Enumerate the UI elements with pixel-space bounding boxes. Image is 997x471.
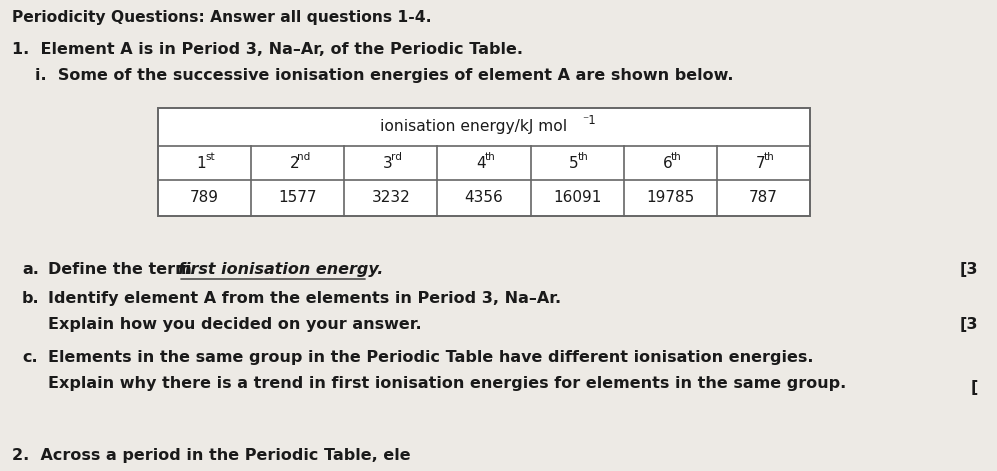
Text: 4356: 4356 bbox=[465, 190, 503, 205]
Text: 3232: 3232 bbox=[372, 190, 410, 205]
Text: c.: c. bbox=[22, 350, 38, 365]
Text: Define the term: Define the term bbox=[48, 262, 197, 277]
Text: [3: [3 bbox=[959, 262, 978, 277]
Text: b.: b. bbox=[22, 291, 40, 306]
Text: 5: 5 bbox=[569, 156, 579, 171]
Text: a.: a. bbox=[22, 262, 39, 277]
Text: st: st bbox=[205, 152, 215, 162]
Text: [3: [3 bbox=[959, 317, 978, 332]
Text: [: [ bbox=[971, 380, 978, 395]
Text: Identify element A from the elements in Period 3, Na–Ar.: Identify element A from the elements in … bbox=[48, 291, 561, 306]
Bar bbox=[158, 108, 810, 216]
Text: nd: nd bbox=[297, 152, 310, 162]
Text: Periodicity Questions: Answer all questions 1-4.: Periodicity Questions: Answer all questi… bbox=[12, 10, 432, 25]
Text: th: th bbox=[578, 152, 588, 162]
Text: Elements in the same group in the Periodic Table have different ionisation energ: Elements in the same group in the Period… bbox=[48, 350, 814, 365]
Text: 6: 6 bbox=[662, 156, 672, 171]
Text: ionisation energy/kJ mol: ionisation energy/kJ mol bbox=[381, 120, 567, 135]
Text: 7: 7 bbox=[756, 156, 766, 171]
Text: first ionisation energy.: first ionisation energy. bbox=[178, 262, 384, 277]
Text: th: th bbox=[764, 152, 775, 162]
Text: 787: 787 bbox=[749, 190, 778, 205]
Text: 4: 4 bbox=[477, 156, 486, 171]
Text: th: th bbox=[485, 152, 496, 162]
Text: ⁻1: ⁻1 bbox=[582, 114, 596, 127]
Text: 2: 2 bbox=[290, 156, 299, 171]
Text: 2.  Across a period in the Periodic Table, ele: 2. Across a period in the Periodic Table… bbox=[12, 448, 411, 463]
Text: rd: rd bbox=[392, 152, 403, 162]
Text: 19785: 19785 bbox=[646, 190, 695, 205]
Text: 3: 3 bbox=[383, 156, 393, 171]
Text: Explain how you decided on your answer.: Explain how you decided on your answer. bbox=[48, 317, 422, 332]
Text: 1.  Element A is in Period 3, Na–Ar, of the Periodic Table.: 1. Element A is in Period 3, Na–Ar, of t… bbox=[12, 42, 523, 57]
Text: 16091: 16091 bbox=[553, 190, 601, 205]
Text: 1: 1 bbox=[196, 156, 206, 171]
Text: Explain why there is a trend in first ionisation energies for elements in the sa: Explain why there is a trend in first io… bbox=[48, 376, 846, 391]
Text: 1577: 1577 bbox=[278, 190, 317, 205]
Text: i.  Some of the successive ionisation energies of element A are shown below.: i. Some of the successive ionisation ene… bbox=[35, 68, 734, 83]
Text: th: th bbox=[671, 152, 682, 162]
Text: 789: 789 bbox=[190, 190, 219, 205]
